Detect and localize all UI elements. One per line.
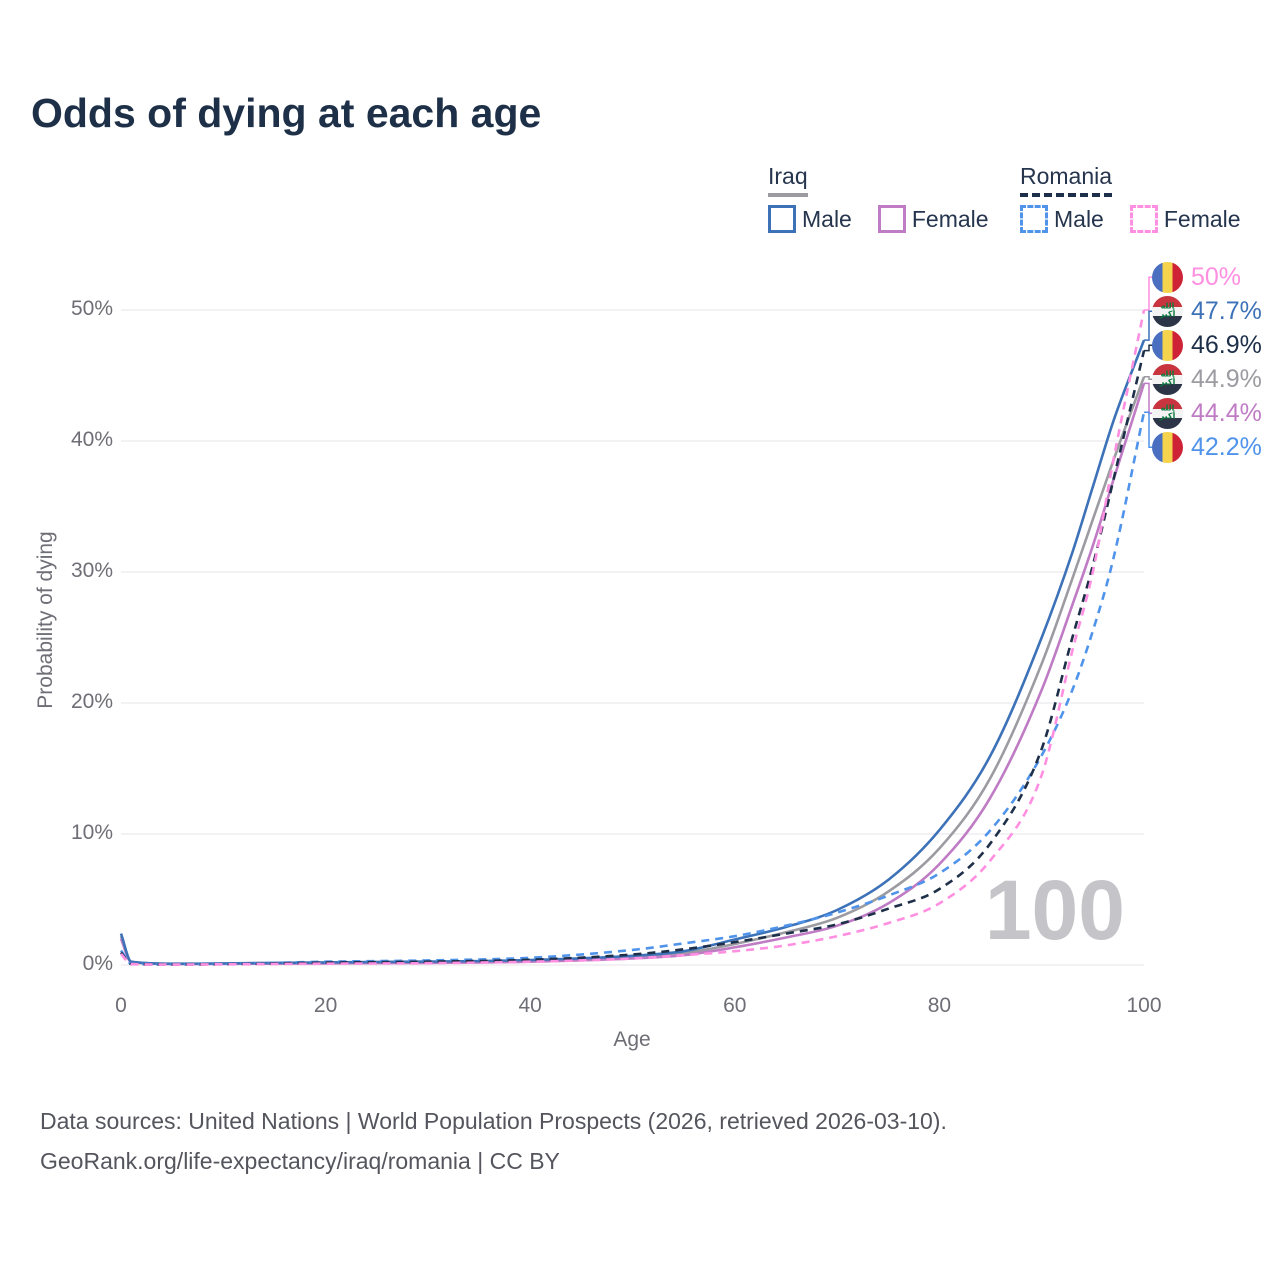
y-tick-label-0: 0% xyxy=(82,952,113,975)
y-tick-label-50: 50% xyxy=(70,297,113,320)
end-label-value-iraq-male: 47.7% xyxy=(1191,296,1262,325)
end-label-value-iraq-female: 44.4% xyxy=(1191,398,1262,427)
y-tick-label-40: 40% xyxy=(70,428,113,451)
end-label-row-iraq-both: الله أكبر 44.9% xyxy=(1152,363,1262,395)
legend-swatch-romania-male[interactable] xyxy=(1020,205,1048,233)
series-line-romania-female xyxy=(120,309,1146,966)
end-label-row-iraq-male: الله أكبر 47.7% xyxy=(1152,295,1262,327)
x-tick-label-60: 60 xyxy=(723,994,747,1017)
end-label-value-romania-male: 42.2% xyxy=(1191,432,1262,461)
footer-data-sources: Data sources: United Nations | World Pop… xyxy=(40,1108,947,1134)
x-tick-label-20: 20 xyxy=(313,994,338,1017)
series-line-romania-male xyxy=(119,411,1146,966)
end-label-row-romania-female: 50% xyxy=(1152,261,1241,293)
x-tick-label-0: 0 xyxy=(115,994,127,1017)
chart-plot-area xyxy=(119,276,1155,966)
legend-label-romania-female[interactable]: Female xyxy=(1163,205,1241,232)
iraq-flag-script: الله أكبر xyxy=(1159,403,1176,421)
legend-group-romania: Romania xyxy=(1020,163,1113,197)
footer-attribution: GeoRank.org/life-expectancy/iraq/romania… xyxy=(40,1148,560,1174)
legend-label-iraq-female[interactable]: Female xyxy=(911,205,989,232)
legend-swatch-iraq-female[interactable] xyxy=(877,205,906,233)
x-tick-label-100: 100 xyxy=(1126,994,1162,1017)
iraq-flag-icon: الله أكبر xyxy=(1152,363,1183,395)
iraq-flag-icon: الله أكبر xyxy=(1152,397,1183,429)
iraq-flag-script: الله أكبر xyxy=(1159,369,1176,387)
x-tick-label-40: 40 xyxy=(518,994,542,1017)
y-tick-label-20: 20% xyxy=(70,690,113,713)
legend-row-iraq: Male Female xyxy=(768,205,1009,233)
end-label-row-romania-male: 42.2% xyxy=(1152,431,1262,463)
iraq-flag-script: الله أكبر xyxy=(1159,301,1176,319)
end-label-row-iraq-female: الله أكبر 44.4% xyxy=(1152,397,1262,429)
x-tick-label-80: 80 xyxy=(927,994,952,1017)
end-label-row-romania-both: 46.9% xyxy=(1152,329,1262,361)
y-axis-title: Probability of dying xyxy=(34,531,57,709)
legend-swatch-iraq-male[interactable] xyxy=(768,205,796,233)
legend-row-romania: Male Female xyxy=(1020,205,1261,233)
page-title: Odds of dying at each age xyxy=(31,90,542,136)
end-label-value-iraq-both: 44.9% xyxy=(1191,364,1262,393)
legend-label-romania-male[interactable]: Male xyxy=(1054,205,1104,232)
romania-flag-icon xyxy=(1152,431,1183,463)
legend-swatch-romania-female[interactable] xyxy=(1129,205,1158,233)
end-label-value-romania-female: 50% xyxy=(1191,262,1242,291)
age-watermark: 100 xyxy=(984,863,1125,957)
y-tick-label-30: 30% xyxy=(70,559,113,582)
series-line-iraq-male xyxy=(119,339,1146,966)
x-axis-title: Age xyxy=(613,1028,651,1051)
romania-flag-icon xyxy=(1152,261,1183,293)
romania-flag-icon xyxy=(1152,329,1183,361)
iraq-flag-icon: الله أكبر xyxy=(1152,295,1183,327)
series-line-romania-both xyxy=(120,350,1146,966)
y-tick-label-10: 10% xyxy=(70,821,113,844)
legend-label-iraq-male[interactable]: Male xyxy=(802,205,852,232)
legend-group-iraq: Iraq xyxy=(768,163,808,197)
end-label-value-romania-both: 46.9% xyxy=(1191,330,1262,359)
